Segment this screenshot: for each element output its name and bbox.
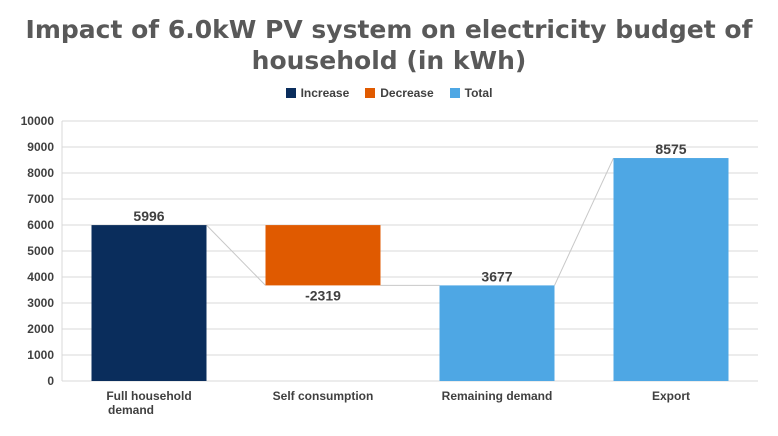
bar-total: [439, 285, 555, 381]
x-category-label: Remaining demand: [442, 389, 553, 403]
x-category-label: Self consumption: [273, 389, 374, 403]
x-category-label-line: demand: [108, 403, 154, 417]
y-tick-label: 9000: [27, 140, 54, 154]
x-category-label-line: Self consumption: [273, 389, 374, 403]
connector-line: [206, 224, 266, 286]
y-tick-label: 4000: [27, 270, 54, 284]
y-tick-label: 5000: [27, 244, 54, 258]
y-tick-label: 7000: [27, 192, 54, 206]
legend-swatch-decrease: [365, 88, 376, 98]
data-label: 5996: [133, 208, 164, 224]
y-tick-label: 10000: [21, 114, 55, 128]
y-tick-label: 8000: [27, 166, 54, 180]
y-tick-label: 6000: [27, 218, 54, 232]
chart-title: Impact of 6.0kW PV system on electricity…: [0, 14, 778, 76]
data-label: -2319: [305, 287, 341, 303]
connector-line: [554, 157, 614, 286]
legend-label-total: Total: [464, 86, 493, 100]
chart-title-line-2: household (in kWh): [251, 46, 527, 75]
data-label: 3677: [481, 268, 512, 284]
x-category-label: Export: [652, 389, 690, 403]
x-category-label-line: Export: [652, 389, 690, 403]
bar-increase: [91, 225, 207, 381]
legend-item-total: Total: [449, 86, 493, 100]
legend-item-increase: Increase: [285, 86, 350, 100]
y-tick-label: 3000: [27, 296, 54, 310]
y-tick-label: 0: [47, 374, 54, 388]
legend-swatch-increase: [285, 88, 296, 98]
x-category-label-line: Full household: [106, 389, 191, 403]
bar-decrease: [265, 225, 381, 286]
data-label: 8575: [655, 141, 686, 157]
y-tick-label: 1000: [27, 348, 54, 362]
x-category-label: Full household demand: [106, 389, 191, 417]
chart-title-line-1: Impact of 6.0kW PV system on electricity…: [25, 15, 753, 44]
x-category-label-line: Remaining demand: [442, 389, 553, 403]
legend-label-decrease: Decrease: [380, 86, 434, 100]
bar-total: [613, 158, 729, 381]
legend-swatch-total: [449, 88, 460, 98]
y-tick-label: 2000: [27, 322, 54, 336]
chart-legend: Increase Decrease Total: [0, 86, 778, 100]
legend-label-increase: Increase: [300, 86, 350, 100]
legend-item-decrease: Decrease: [365, 86, 434, 100]
